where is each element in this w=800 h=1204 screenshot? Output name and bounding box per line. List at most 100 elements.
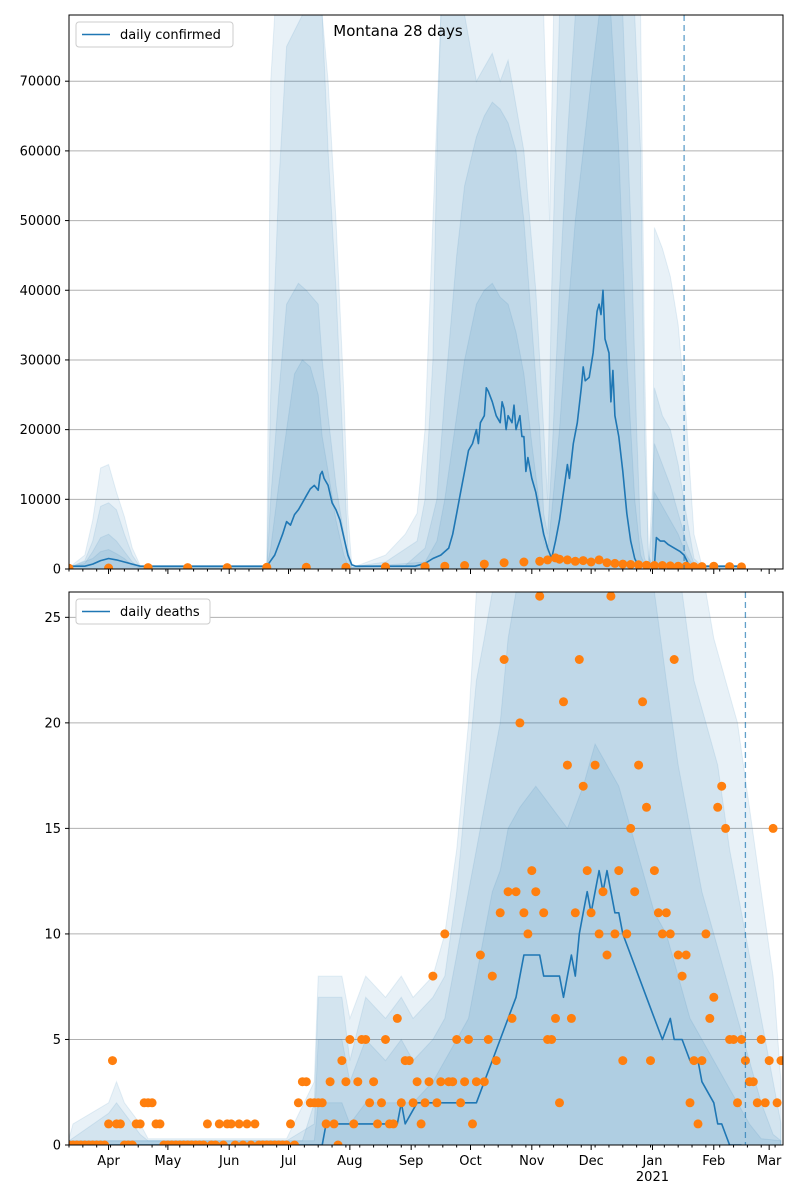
observed-point — [468, 1119, 477, 1129]
series-line-daily-confirmed — [69, 289, 742, 567]
observed-point — [626, 560, 636, 569]
observed-point — [566, 1013, 576, 1023]
observed-point — [693, 1119, 703, 1129]
observed-point — [764, 1056, 774, 1066]
observed-point — [115, 1119, 125, 1129]
observed-point — [531, 887, 541, 897]
observed-point — [214, 1119, 224, 1129]
observed-point — [570, 556, 580, 566]
observed-point — [733, 1098, 742, 1108]
observed-point — [341, 562, 351, 569]
observed-point — [681, 950, 691, 960]
y-tick-label: 70000 — [20, 75, 61, 90]
observed-point — [143, 563, 153, 569]
observed-point — [602, 950, 612, 960]
observed-point — [673, 561, 683, 569]
x-tick-label: Jan — [641, 1154, 662, 1169]
axes-frame — [68, 14, 784, 570]
observed-point — [626, 823, 636, 833]
observed-point — [578, 556, 588, 566]
observed-point — [657, 561, 667, 569]
observed-point — [594, 929, 604, 939]
observed-point — [642, 560, 651, 569]
observed-point — [689, 562, 699, 569]
observed-point — [705, 1013, 715, 1023]
observed-point — [246, 1140, 256, 1145]
observed-point — [543, 555, 553, 565]
observed-point — [420, 1098, 430, 1108]
observed-point — [535, 592, 545, 601]
y-tick-label: 5 — [53, 1033, 61, 1048]
observed-point — [452, 1035, 462, 1044]
y-tick-label: 15 — [44, 822, 61, 837]
observed-point — [325, 1077, 335, 1087]
y-tick-label: 30000 — [20, 353, 61, 368]
observed-point — [381, 562, 390, 569]
observed-point — [689, 1056, 699, 1066]
observed-point — [282, 1140, 292, 1145]
x-tick-label: Mar — [757, 1154, 782, 1169]
observed-point — [677, 971, 687, 981]
observed-point — [507, 1013, 517, 1023]
plot-area — [69, 592, 783, 1145]
observed-point — [634, 760, 644, 770]
observed-point — [202, 1119, 212, 1129]
confidence-band-4 — [69, 742, 782, 1145]
observed-point — [471, 1077, 481, 1087]
observed-point — [361, 1035, 371, 1044]
observed-point — [709, 992, 719, 1002]
observed-point — [653, 908, 663, 918]
series-line-daily-deaths — [69, 869, 742, 1145]
observed-point — [301, 1077, 311, 1087]
observed-point — [697, 1056, 707, 1066]
observed-point — [606, 592, 616, 601]
x-tick-label: May — [154, 1154, 181, 1169]
observed-point — [657, 929, 667, 939]
observed-point — [337, 1056, 347, 1066]
observed-point — [740, 1056, 750, 1066]
observed-point — [586, 908, 596, 918]
observed-point — [440, 561, 450, 569]
observed-point — [349, 1119, 359, 1129]
observed-point — [701, 929, 711, 939]
y-tick-label: 0 — [53, 1139, 61, 1154]
observed-point — [665, 561, 675, 569]
confidence-band-3 — [69, 592, 782, 1145]
observed-point — [456, 1098, 466, 1108]
x-tick-label: Aug — [337, 1154, 362, 1169]
observed-point — [756, 1035, 766, 1044]
confidence-band-1 — [69, 15, 742, 569]
y-tick-label: 25 — [44, 611, 61, 626]
observed-point — [725, 562, 735, 569]
observed-point — [491, 1056, 501, 1066]
observed-point — [301, 562, 311, 569]
observed-point — [155, 1119, 165, 1129]
observed-point — [697, 562, 707, 569]
observed-point — [238, 1140, 248, 1145]
observed-point — [218, 1140, 228, 1145]
observed-point — [582, 866, 592, 876]
observed-point — [317, 1098, 327, 1108]
observed-point — [230, 1140, 240, 1145]
observed-point — [665, 929, 675, 939]
observed-point — [610, 558, 620, 568]
observed-point — [388, 1119, 398, 1129]
observed-point — [69, 563, 74, 569]
observed-point — [475, 950, 485, 960]
y-tick-label: 0 — [53, 563, 61, 578]
chart-title: Montana 28 days — [333, 22, 463, 40]
observed-point — [559, 697, 568, 707]
observed-point — [135, 1119, 145, 1129]
observed-point — [721, 823, 731, 833]
observed-point — [183, 563, 193, 569]
observed-point — [353, 1077, 363, 1087]
observed-point — [210, 1140, 220, 1145]
observed-point — [661, 908, 671, 918]
observed-point — [622, 929, 632, 939]
observed-point — [464, 1035, 473, 1044]
x-tick-label: Jun — [218, 1154, 239, 1169]
observed-point — [614, 866, 624, 876]
observed-point — [748, 1077, 758, 1087]
observed-point — [511, 887, 521, 897]
observed-point — [432, 1098, 442, 1108]
